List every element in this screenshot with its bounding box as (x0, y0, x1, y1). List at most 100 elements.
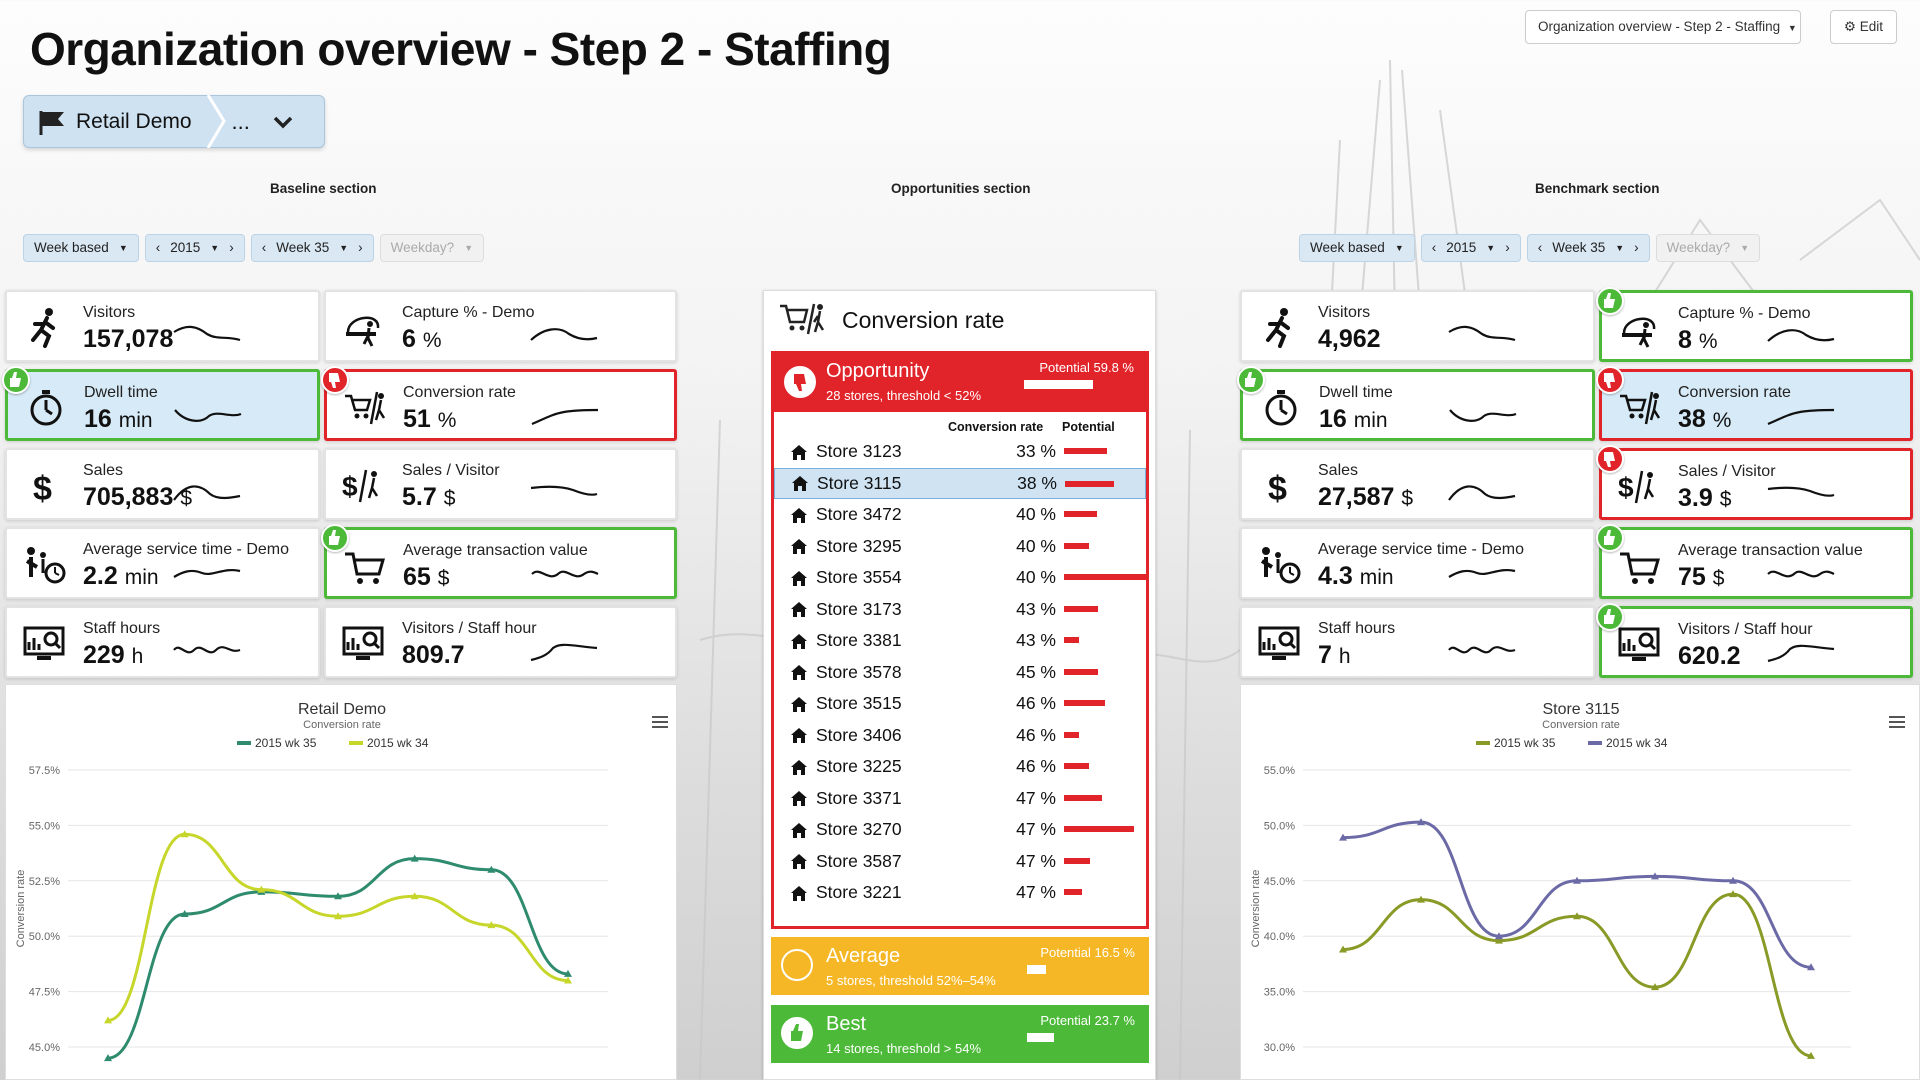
kpi-card[interactable]: $ Sales / Visitor 3.9 $ (1596, 445, 1913, 520)
kpi-value: 5.7 (402, 483, 437, 511)
kpi-value-group: 2.2 min (83, 562, 159, 591)
store-potential-bar (1064, 511, 1097, 517)
kpi-card[interactable]: Visitors 4,962 (1240, 290, 1595, 362)
opportunity-header[interactable]: Opportunity 28 stores, threshold < 52% P… (774, 354, 1146, 412)
weekday-select[interactable]: Weekday? ▼ (379, 234, 485, 262)
kpi-card[interactable]: Staff hours 7 h (1240, 606, 1595, 678)
kpi-unit: % (1698, 330, 1718, 353)
chevron-right-icon[interactable]: › (358, 240, 363, 255)
store-row[interactable]: Store 3225 46 % (774, 751, 1146, 783)
store-row[interactable]: Store 3115 38 % (774, 467, 1146, 499)
weekday-select[interactable]: Weekday? ▼ (1655, 234, 1761, 262)
year-select[interactable]: ‹ 2015 ▼ › (1420, 234, 1521, 262)
chart-menu-icon[interactable] (1889, 716, 1905, 728)
store-row[interactable]: Store 3554 40 % (774, 562, 1146, 594)
kpi-card[interactable]: Average service time - Demo 4.3 min (1240, 527, 1595, 599)
kpi-card[interactable]: Dwell time 16 min (1237, 366, 1595, 441)
breadcrumb-item[interactable]: Retail Demo (76, 109, 192, 133)
breadcrumb-more[interactable]: ... (231, 108, 250, 134)
period-select[interactable]: Week based ▼ (1299, 234, 1415, 262)
breadcrumb[interactable]: Retail Demo ... (23, 95, 325, 148)
week-select[interactable]: ‹ Week 35 ▼ › (1526, 234, 1650, 262)
opportunities-title: Conversion rate (842, 306, 1005, 333)
year-select[interactable]: ‹ 2015 ▼ › (144, 234, 245, 262)
benchmark-chart: Store 3115 Conversion rate 2015 wk 35 2015 … (1240, 684, 1920, 1080)
chevron-down-icon[interactable] (272, 111, 294, 133)
chevron-left-icon[interactable]: ‹ (261, 240, 267, 255)
chart-title: Store 3115 (1542, 701, 1619, 718)
kpi-card[interactable]: Capture % - Demo 8 % (1596, 287, 1913, 362)
kpi-value-group: 620.2 (1678, 642, 1741, 671)
kpi-card[interactable]: Dwell time 16 min (2, 366, 320, 441)
store-row[interactable]: Store 3270 47 % (774, 814, 1146, 846)
kpi-card[interactable]: $ Sales / Visitor 5.7 $ (324, 448, 677, 520)
kpi-value-group: 8 % (1678, 326, 1718, 355)
kpi-unit: % (437, 409, 457, 432)
thumbs-up-icon (781, 1017, 813, 1049)
period-select[interactable]: Week based ▼ (23, 234, 139, 262)
data-point (1339, 833, 1347, 841)
store-conversion-rate: 47 % (1016, 850, 1056, 871)
best-group[interactable]: Best 14 stores, threshold > 54% Potentia… (771, 1005, 1149, 1063)
store-row[interactable]: Store 3123 33 % (774, 436, 1146, 468)
week-select[interactable]: ‹ Week 35 ▼ › (250, 234, 374, 262)
thumbs-up-icon (1596, 603, 1624, 631)
page-selector-dropdown[interactable]: Organization overview - Step 2 - Staffin… (1525, 10, 1801, 44)
kpi-unit: min (118, 409, 153, 432)
kpi-card[interactable]: Average service time - Demo 2.2 min (5, 527, 320, 599)
store-row[interactable]: Store 3381 43 % (774, 625, 1146, 657)
y-tick-label: 57.5% (29, 765, 60, 777)
kpi-card[interactable]: Staff hours 229 h (5, 606, 320, 678)
sparkline (173, 569, 241, 578)
chevron-left-icon[interactable]: ‹ (155, 240, 161, 255)
kpi-value: 705,883 (83, 483, 174, 511)
store-row[interactable]: Store 3472 40 % (774, 499, 1146, 531)
store-row[interactable]: Store 3406 46 % (774, 720, 1146, 752)
baseline-filter-bar: Week based ▼ ‹ 2015 ▼ › ‹ Week 35 ▼ › Weekday? ▼ (23, 234, 485, 262)
page-selector-label: Organization overview - Step 2 - Staffin… (1538, 19, 1781, 34)
sparkline (530, 328, 598, 341)
store-row[interactable]: Store 3587 47 % (774, 846, 1146, 878)
chevron-right-icon[interactable]: › (1634, 240, 1639, 255)
kpi-card[interactable]: Visitors 157,078 (5, 290, 320, 362)
store-name: Store 3123 (816, 441, 902, 462)
store-row[interactable]: Store 3578 45 % (774, 657, 1146, 689)
kpi-card[interactable]: $ Sales 27,587 $ (1240, 448, 1595, 520)
store-row[interactable]: Store 3371 47 % (774, 783, 1146, 815)
store-conversion-rate: 40 % (1016, 535, 1056, 556)
edit-button[interactable]: ⚙ Edit (1830, 10, 1897, 44)
kpi-card[interactable]: Visitors / Staff hour 620.2 (1596, 603, 1913, 678)
store-potential-bar (1064, 668, 1098, 675)
runner-icon (31, 308, 55, 348)
col-conversion-rate: Conversion rate (948, 420, 1044, 434)
kpi-card[interactable]: Conversion rate 51 % (321, 366, 677, 441)
home-icon (791, 539, 807, 555)
chevron-left-icon[interactable]: ‹ (1537, 240, 1543, 255)
neutral-circle-icon (781, 949, 813, 981)
chevron-right-icon[interactable]: › (229, 240, 234, 255)
store-row[interactable]: Store 3221 47 % (774, 877, 1146, 909)
store-row[interactable]: Store 3515 46 % (774, 688, 1146, 720)
store-row[interactable]: Store 3295 40 % (774, 531, 1146, 563)
kpi-card[interactable]: Capture % - Demo 6 % (324, 290, 677, 362)
period-value: Week based (1310, 240, 1385, 255)
flag-icon (39, 110, 64, 135)
chart-menu-icon[interactable] (652, 716, 668, 728)
kpi-card[interactable]: Average transaction value 75 $ (1596, 524, 1913, 599)
kpi-card[interactable]: Average transaction value 65 $ (321, 524, 677, 599)
kpi-value-group: 75 $ (1678, 563, 1724, 592)
average-group[interactable]: Average 5 stores, threshold 52%–54% Pote… (771, 937, 1149, 995)
store-potential-bar (1064, 889, 1082, 895)
caret-down-icon: ▼ (1394, 243, 1404, 253)
edit-label: Edit (1859, 19, 1884, 34)
sparkline (530, 643, 598, 662)
store-potential-bar (1065, 480, 1114, 487)
kpi-card[interactable]: Conversion rate 38 % (1596, 366, 1913, 441)
kpi-card[interactable]: $ Sales 705,883 $ (5, 448, 320, 520)
chevron-left-icon[interactable]: ‹ (1431, 240, 1437, 255)
kpi-card[interactable]: Visitors / Staff hour 809.7 (324, 606, 677, 678)
store-row[interactable]: Store 3173 43 % (774, 594, 1146, 626)
data-point (1807, 963, 1815, 971)
chevron-right-icon[interactable]: › (1505, 240, 1510, 255)
chart-subtitle: Conversion rate (303, 719, 381, 731)
